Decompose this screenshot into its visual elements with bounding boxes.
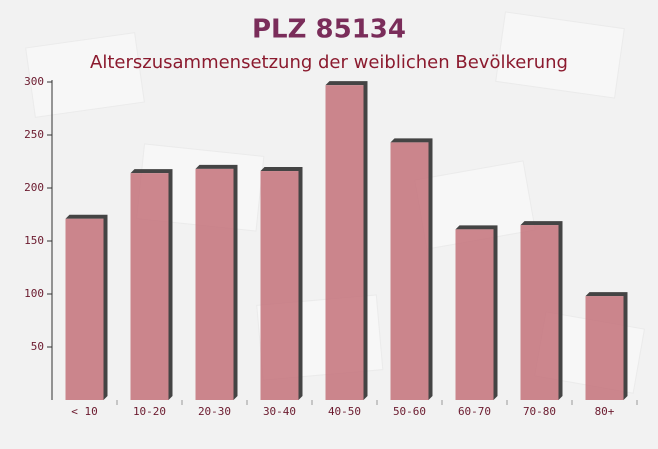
y-tick-label: 50 — [31, 340, 44, 353]
x-tick-label: 70-80 — [523, 405, 556, 418]
bar — [325, 85, 364, 401]
x-tick-label: < 10 — [71, 405, 98, 418]
y-tick-label: 100 — [24, 287, 44, 300]
y-tick-label: 300 — [24, 75, 44, 88]
x-tick-label: 50-60 — [393, 405, 426, 418]
bar — [130, 173, 169, 400]
x-tick-label: 10-20 — [133, 405, 166, 418]
bar — [455, 229, 494, 400]
x-tick-label: 20-30 — [198, 405, 231, 418]
y-tick-label: 250 — [24, 128, 44, 141]
bar — [390, 142, 429, 401]
bar — [520, 225, 559, 400]
bar — [65, 218, 104, 400]
x-tick-label: 60-70 — [458, 405, 491, 418]
x-tick-label: 30-40 — [263, 405, 296, 418]
y-tick-label: 200 — [24, 181, 44, 194]
x-tick-label: 80+ — [595, 405, 615, 418]
x-tick-label: 40-50 — [328, 405, 361, 418]
bar — [195, 168, 234, 400]
bar — [260, 171, 299, 400]
y-tick-label: 150 — [24, 234, 44, 247]
bar — [585, 296, 624, 400]
chart-title: PLZ 85134 — [252, 15, 406, 45]
chart-subtitle: Alterszusammensetzung der weiblichen Bev… — [90, 52, 568, 73]
